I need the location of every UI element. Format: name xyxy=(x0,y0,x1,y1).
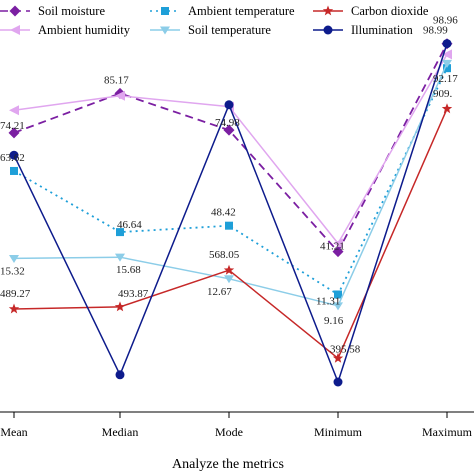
data-point xyxy=(9,254,19,263)
series-line xyxy=(13,67,448,296)
series-carbon-dioxide xyxy=(8,103,453,363)
axes: Mean Median Mode Minimum Maximum xyxy=(0,411,474,439)
data-label: 11.31 xyxy=(316,295,340,307)
x-tick-label: Minimum xyxy=(314,425,363,439)
data-point xyxy=(114,301,126,312)
x-tick-label: Mean xyxy=(0,425,27,439)
data-point xyxy=(223,264,235,275)
data-point xyxy=(8,127,20,139)
data-point xyxy=(225,221,233,230)
data-point xyxy=(443,64,451,73)
legend-item-carbon-dioxide: Carbon dioxide xyxy=(313,4,429,18)
data-point xyxy=(442,39,452,49)
legend-marker xyxy=(160,26,170,35)
data-label: 92.17 xyxy=(433,73,458,85)
x-tick-label: Maximum xyxy=(422,425,473,439)
data-point xyxy=(332,352,344,363)
legend-marker xyxy=(323,25,333,35)
legend-label: Ambient temperature xyxy=(188,4,295,18)
legend-label: Soil moisture xyxy=(38,4,105,18)
data-label: 48.42 xyxy=(211,207,236,219)
data-point xyxy=(224,100,234,110)
data-label: 15.68 xyxy=(116,264,141,276)
data-label: 98.96 xyxy=(433,15,458,27)
series-line xyxy=(13,108,448,360)
data-point xyxy=(332,246,344,258)
data-point xyxy=(441,103,453,114)
data-label: 12.67 xyxy=(207,286,232,298)
data-point xyxy=(115,370,125,380)
data-label: 909. xyxy=(433,88,453,100)
series-illumination xyxy=(9,39,452,387)
series-soil-temperature xyxy=(9,59,452,311)
data-label: 74.98 xyxy=(215,117,240,129)
legend-label: Illumination xyxy=(351,23,414,37)
legend-marker xyxy=(161,7,169,15)
x-tick-label: Mode xyxy=(215,425,243,439)
data-label: 493.87 xyxy=(118,288,149,300)
data-label: 9.16 xyxy=(324,315,344,327)
legend-item-ambient-temperature: Ambient temperature xyxy=(150,4,295,18)
data-point xyxy=(116,228,124,237)
legend: Soil moisture Ambient humidity Ambient tem… xyxy=(0,4,429,37)
legend-label: Ambient humidity xyxy=(38,23,131,37)
data-point xyxy=(115,253,125,262)
data-label: 85.17 xyxy=(104,74,129,86)
data-label: 568.05 xyxy=(209,249,240,261)
data-label: 489.27 xyxy=(0,288,31,300)
data-label: 15.32 xyxy=(0,265,25,277)
data-point xyxy=(9,150,19,160)
data-point xyxy=(115,90,125,101)
data-point xyxy=(10,166,18,175)
legend-label: Carbon dioxide xyxy=(351,4,429,18)
legend-item-illumination: Illumination xyxy=(313,23,414,37)
legend-label: Soil temperature xyxy=(188,23,271,37)
plot-area xyxy=(8,38,453,387)
data-label: 41.21 xyxy=(320,241,345,253)
legend-marker xyxy=(322,5,334,16)
data-label: 46.64 xyxy=(117,219,142,231)
data-point xyxy=(8,303,20,314)
legend-item-ambient-humidity: Ambient humidity xyxy=(0,23,131,37)
data-point xyxy=(224,275,234,284)
data-point xyxy=(333,238,343,249)
data-point xyxy=(223,124,235,136)
data-labels: 74.21 85.17 74.98 41.21 98.96 63.62 46.64 48.42… xyxy=(0,15,458,356)
legend-marker xyxy=(9,5,21,17)
data-point xyxy=(442,49,452,60)
data-point xyxy=(333,302,343,311)
legend-marker xyxy=(10,25,20,35)
x-tick-label: Median xyxy=(102,425,139,439)
data-label: 395.58 xyxy=(330,343,361,355)
data-label: 74.21 xyxy=(0,120,25,132)
legend-item-soil-temperature: Soil temperature xyxy=(150,23,271,37)
data-point xyxy=(442,59,452,68)
data-label: 98.99 xyxy=(423,25,448,37)
series-line xyxy=(13,43,448,253)
data-point xyxy=(333,377,343,387)
legend-item-soil-moisture: Soil moisture xyxy=(0,4,105,18)
data-label: 63.62 xyxy=(0,152,25,164)
data-point xyxy=(334,290,342,299)
series-ambient-temperature xyxy=(10,64,451,299)
data-point xyxy=(9,105,19,116)
x-axis-title: Analyze the metrics xyxy=(172,457,284,472)
